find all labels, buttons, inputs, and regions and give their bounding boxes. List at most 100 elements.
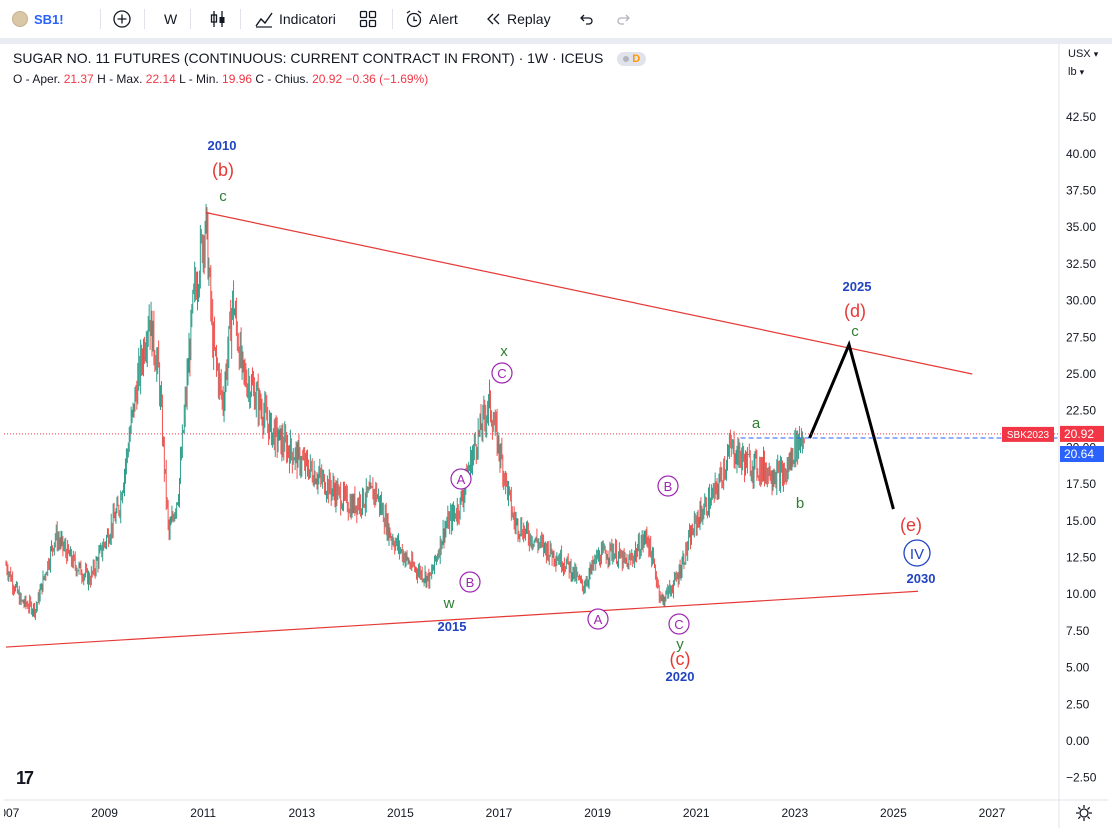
market-status-badge[interactable]: D	[617, 52, 647, 67]
currency-selector[interactable]: USX ▾	[1068, 48, 1099, 60]
redo-button[interactable]	[615, 0, 633, 38]
symbol-label: SB1!	[34, 11, 64, 27]
open-value: 21.37	[63, 72, 94, 86]
tradingview-logo: 17	[16, 768, 34, 788]
label-wave-c-top: c	[219, 188, 227, 205]
redo-icon	[617, 14, 630, 25]
projection-path	[808, 340, 895, 510]
time-tick-label: 2011	[190, 806, 216, 820]
label-wave-y: y	[676, 636, 684, 653]
price-series	[5, 203, 805, 621]
price-tick-label: 7.50	[1066, 624, 1090, 638]
price-tick-label: 22.50	[1066, 404, 1096, 418]
status-dot-icon	[623, 56, 630, 63]
symbol-search-button[interactable]: SB1!	[12, 0, 64, 38]
wave-circle-B2	[657, 475, 679, 497]
label-wave-x: x	[500, 343, 508, 360]
price-tick-label: 32.50	[1066, 257, 1096, 271]
price-tick-label: −2.50	[1066, 771, 1097, 785]
grid-icon	[359, 10, 377, 28]
wave-circle-A	[450, 468, 472, 490]
projection-polyline[interactable]	[808, 340, 895, 510]
toolbar-divider	[100, 9, 101, 29]
wave-circle-C	[491, 362, 513, 384]
symbol-title: SUGAR NO. 11 FUTURES (CONTINUOUS: CURREN…	[13, 50, 604, 66]
undo-button[interactable]	[577, 0, 595, 38]
toolbar-divider	[144, 9, 145, 29]
label-wave-a: a	[752, 415, 761, 432]
time-tick-label: 2023	[781, 806, 808, 820]
templates-button[interactable]	[358, 0, 378, 38]
compare-symbol-button[interactable]	[112, 0, 132, 38]
wave-circle-A2	[587, 608, 609, 630]
interval-button[interactable]: W	[164, 0, 177, 38]
time-tick-label: 2007	[4, 806, 20, 820]
unit-selector[interactable]: lb ▾	[1068, 66, 1085, 78]
top-toolbar: SB1! W Indicatori Alert Replay	[0, 0, 1112, 39]
label-wave-c-projection: c	[851, 323, 859, 340]
price-tick-label: 30.00	[1066, 294, 1096, 308]
replay-button[interactable]: Replay	[484, 0, 551, 38]
replay-label: Replay	[507, 11, 551, 27]
indicators-label: Indicatori	[279, 11, 336, 27]
chart-legend-title[interactable]: SUGAR NO. 11 FUTURES (CONTINUOUS: CURREN…	[13, 50, 647, 67]
currency-label: USX	[1068, 48, 1091, 60]
label-wave-B-2015: B	[466, 575, 475, 590]
label-2025: 2025	[843, 279, 872, 294]
trendline-upper[interactable]	[205, 211, 973, 375]
price-tick-label: 40.00	[1066, 147, 1096, 161]
indicators-button[interactable]: Indicatori	[254, 0, 336, 38]
change-value: −0.36 (−1.69%)	[345, 72, 429, 86]
price-tick-label: 2.50	[1066, 697, 1090, 711]
high-label: H - Max.	[97, 72, 143, 86]
low-value: 19.96	[222, 72, 253, 86]
label-wave-b: b	[796, 495, 804, 512]
toolbar-separator	[0, 38, 1112, 44]
candlestick-icon	[210, 11, 225, 27]
last-price-label	[1060, 425, 1104, 442]
plus-circle-icon	[113, 10, 131, 28]
time-tick-label: 2013	[288, 806, 315, 820]
label-wave-d-paren: (d)	[844, 301, 866, 321]
trendline-lower[interactable]	[5, 590, 919, 648]
alert-button[interactable]: Alert	[404, 0, 458, 38]
wave-circle-C2	[668, 613, 690, 635]
trendlines	[5, 211, 973, 648]
settings-button[interactable]	[1076, 805, 1092, 821]
price-tick-label: 15.00	[1066, 514, 1096, 528]
time-axis[interactable]: 2007 2009 2011 2013 2015 2017 2019 2021 2023 2025…	[4, 806, 1006, 820]
close-label: C - Chius.	[255, 72, 309, 86]
price-axis[interactable]: 42.50 40.00 37.50 35.00 32.50 30.00 27.50 25.00…	[1066, 110, 1097, 785]
time-tick-label: 2017	[486, 806, 513, 820]
ohlc-legend: O - Aper. 21.37 H - Max. 22.14 L - Min. …	[13, 72, 428, 86]
gear-icon	[1079, 808, 1089, 818]
interval-label: W	[164, 11, 178, 27]
chart-pane[interactable]: 42.50 40.00 37.50 35.00 32.50 30.00 27.50 25.00…	[4, 44, 1108, 828]
symbol-price-tag	[1002, 426, 1054, 442]
price-tick-label: 25.00	[1066, 367, 1096, 381]
label-wave-B-2019: B	[664, 479, 673, 494]
label-wave-e-paren: (e)	[900, 515, 922, 535]
undo-icon	[580, 14, 593, 25]
delayed-badge-label: D	[632, 53, 641, 66]
price-tick-label: 10.00	[1066, 587, 1096, 601]
price-tick-label: 17.50	[1066, 477, 1096, 491]
label-wave-c-paren: (c)	[670, 649, 691, 669]
chart-type-button[interactable]	[208, 0, 228, 38]
unit-label: lb	[1068, 66, 1077, 78]
rewind-icon	[487, 13, 500, 25]
alarm-clock-icon	[406, 10, 422, 28]
line-price-label	[1060, 446, 1104, 463]
chart-canvas[interactable]: 42.50 40.00 37.50 35.00 32.50 30.00 27.50 25.00…	[4, 44, 1108, 828]
high-value: 22.14	[145, 72, 176, 86]
symbol-tag-label: SBK2023	[1007, 430, 1050, 441]
time-tick-label: 2015	[387, 806, 414, 820]
label-2030: 2030	[907, 571, 936, 586]
label-wave-IV: IV	[910, 546, 924, 563]
symbol-logo-icon	[12, 11, 28, 27]
toolbar-divider	[240, 9, 241, 29]
wave-circle-IV	[903, 539, 931, 567]
label-wave-A-2019: A	[594, 612, 603, 627]
low-label: L - Min.	[179, 72, 219, 86]
label-wave-A-2015: A	[457, 472, 466, 487]
